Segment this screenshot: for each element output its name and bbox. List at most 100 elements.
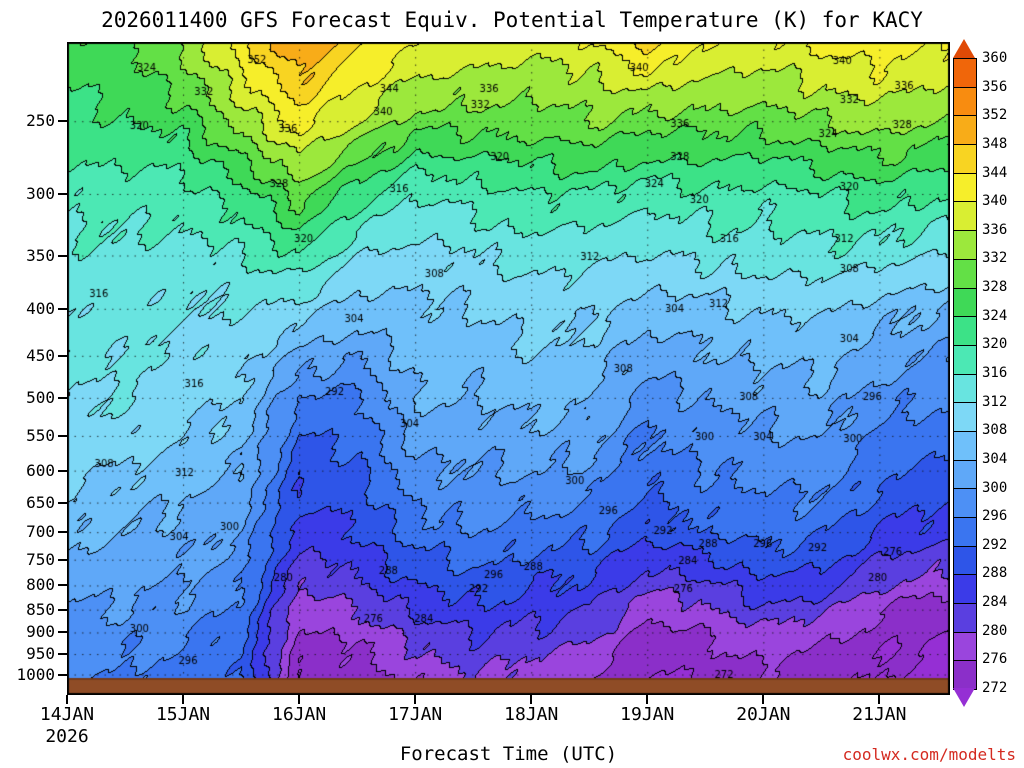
y-axis-tick <box>58 192 67 195</box>
x-axis-tick-label: 19JAN <box>620 704 675 725</box>
colorbar-segment <box>954 345 976 375</box>
y-axis-tick-label: 500 <box>26 387 55 407</box>
x-axis-tick <box>66 695 68 704</box>
colorbar-segment <box>954 259 976 289</box>
y-axis-tick-label: 250 <box>26 111 55 131</box>
colorbar-tick-label: 336 <box>982 221 1008 238</box>
colorbar-segment <box>954 518 976 547</box>
y-axis-tick <box>58 501 67 504</box>
colorbar-under-arrow <box>953 688 975 707</box>
contour-field-canvas <box>67 42 950 695</box>
y-axis-tick <box>58 558 67 561</box>
colorbar-segment <box>954 116 976 146</box>
y-axis-tick <box>58 469 67 472</box>
x-axis-tick <box>182 695 185 704</box>
colorbar-tick-label: 328 <box>982 279 1008 296</box>
colorbar-segment <box>954 374 976 404</box>
x-axis-tick-label: 14JAN <box>39 704 95 725</box>
colorbar-tick-label: 272 <box>982 680 1008 696</box>
y-axis-tick <box>58 653 67 656</box>
colorbar-tick-label: 288 <box>982 565 1008 582</box>
y-axis-tick-label: 950 <box>26 644 55 664</box>
colorbar-segment <box>954 145 976 174</box>
x-axis-tick-label: 15JAN <box>155 704 211 725</box>
colorbar-segment <box>954 604 976 633</box>
y-axis-tick-label: 350 <box>26 245 55 265</box>
colorbar-segment <box>954 489 976 518</box>
colorbar-tick-label: 292 <box>982 536 1008 553</box>
y-axis-tick <box>58 584 67 587</box>
x-axis-tick-label: 16JAN <box>272 704 327 725</box>
y-axis-tick <box>58 434 67 437</box>
colorbar-segment <box>954 546 976 576</box>
colorbar-tick-label: 296 <box>982 508 1008 525</box>
colorbar-segment <box>954 202 976 232</box>
y-axis-tick-label: 900 <box>26 622 55 642</box>
colorbar-tick-label: 324 <box>982 307 1008 324</box>
x-axis-tick <box>530 695 533 704</box>
y-axis-tick-label: 650 <box>26 492 55 512</box>
colorbar-tick-label: 360 <box>982 50 1008 66</box>
x-axis-tick <box>762 695 765 704</box>
x-axis-tick <box>878 695 881 704</box>
colorbar-tick-label: 276 <box>982 651 1008 668</box>
colorbar-tick-label: 312 <box>982 393 1008 410</box>
watermark-link[interactable]: coolwx.com/modelts <box>842 745 1016 764</box>
y-axis-tick-label: 600 <box>26 460 55 480</box>
colorbar-tick-label: 344 <box>982 164 1008 181</box>
y-axis-tick-label: 1000 <box>16 664 55 684</box>
colorbar-tick-label: 300 <box>982 479 1008 496</box>
y-axis-tick-label: 700 <box>26 522 55 542</box>
x-axis-year-label: 2026 <box>45 726 89 747</box>
y-axis-tick <box>58 631 67 634</box>
y-axis-tick <box>58 673 67 676</box>
y-axis-tick-label: 300 <box>26 183 55 203</box>
colorbar-tick-label: 308 <box>982 422 1008 439</box>
colorbar-segment <box>954 431 976 461</box>
colorbar-segment <box>954 632 976 662</box>
colorbar-over-arrow <box>953 39 975 58</box>
colorbar-tick-label: 352 <box>982 107 1008 124</box>
colorbar-segment <box>954 59 976 88</box>
colorbar-tick-label: 316 <box>982 365 1008 381</box>
chart-title: 2026011400 GFS Forecast Equiv. Potential… <box>101 8 923 32</box>
y-axis-tick-label: 450 <box>26 345 55 365</box>
colorbar-segment <box>954 173 976 203</box>
x-axis-tick <box>414 695 417 704</box>
colorbar-tick-label: 284 <box>982 594 1008 611</box>
y-axis-tick <box>58 396 67 399</box>
colorbar-tick-label: 320 <box>982 336 1008 353</box>
y-axis-tick <box>58 120 67 123</box>
y-axis-tick-label: 400 <box>26 298 55 318</box>
colorbar-tick-label: 332 <box>982 250 1008 267</box>
y-axis-tick-label: 750 <box>26 549 55 569</box>
y-axis-tick-label: 800 <box>26 575 55 595</box>
colorbar-segment <box>954 288 976 318</box>
colorbar-bar <box>953 58 977 690</box>
y-axis-tick <box>58 254 67 257</box>
x-axis-tick <box>646 695 649 704</box>
y-axis-tick <box>58 354 67 357</box>
y-axis-tick <box>58 307 67 310</box>
y-axis-tick-label: 850 <box>26 599 55 619</box>
colorbar-segment <box>954 575 976 605</box>
x-axis-tick-label: 20JAN <box>736 704 791 725</box>
colorbar-segment <box>954 87 976 117</box>
colorbar-segment <box>954 403 976 432</box>
x-axis-tick-label: 21JAN <box>852 704 907 725</box>
x-axis-tick <box>298 695 301 704</box>
x-axis-tick-label: 18JAN <box>504 704 559 725</box>
colorbar-segment <box>954 317 976 346</box>
colorbar-tick-label: 348 <box>982 135 1008 152</box>
colorbar-tick-label: 280 <box>982 622 1008 639</box>
colorbar-tick-label: 304 <box>982 450 1008 467</box>
colorbar-tick-label: 356 <box>982 78 1008 95</box>
colorbar: 360 356 352 348 344 340 336 332 328 324 320 316 312 3… <box>953 39 1023 729</box>
y-axis-tick-label: 550 <box>26 425 55 445</box>
y-axis-tick <box>58 531 67 534</box>
colorbar-segment <box>954 661 976 690</box>
colorbar-segment <box>954 460 976 490</box>
y-axis-tick <box>58 608 67 611</box>
x-axis-tick-label: 17JAN <box>388 704 443 725</box>
